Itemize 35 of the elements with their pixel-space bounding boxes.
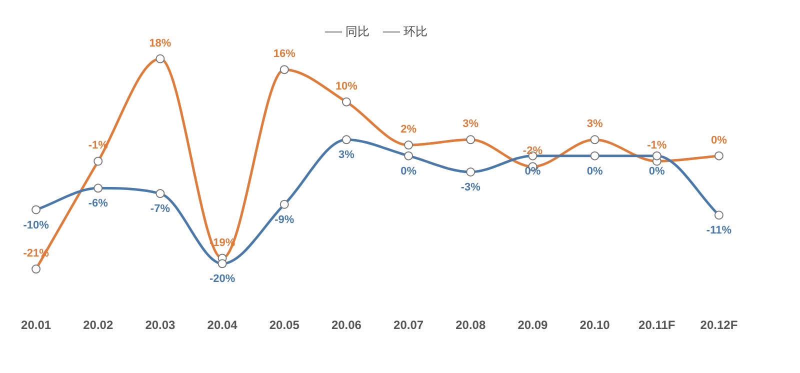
x-tick-label: 20.04: [207, 318, 238, 332]
data-label: 2%: [400, 124, 417, 136]
data-label: -10%: [23, 219, 50, 232]
data-label: 3%: [462, 118, 479, 130]
data-label: 18%: [149, 37, 172, 50]
data-label: -9%: [274, 214, 294, 226]
x-tick-label: 20.03: [145, 318, 176, 332]
data-label: 0%: [524, 165, 541, 178]
x-tick-label: 20.07: [394, 318, 424, 332]
x-tick-label: 20.11F: [638, 318, 676, 332]
x-tick-label: 20.02: [83, 318, 114, 332]
data-label: -3%: [460, 182, 481, 194]
data-label: 0%: [648, 165, 666, 178]
legend-label: 环比: [404, 24, 428, 38]
x-tick-label: 20.12F: [700, 318, 738, 332]
x-tick-label: 20.08: [456, 318, 486, 332]
legend-label: 同比: [346, 24, 370, 38]
x-tick-label: 20.10: [580, 318, 610, 332]
data-label: -2%: [522, 145, 543, 158]
data-label: -6%: [88, 198, 108, 210]
data-label: -11%: [706, 224, 732, 237]
data-label: 3%: [338, 149, 355, 162]
data-label: 3%: [586, 118, 603, 130]
data-label: 0%: [586, 165, 603, 178]
data-label: 0%: [711, 134, 728, 146]
data-label: 16%: [273, 48, 296, 60]
x-tick-label: 20.09: [518, 318, 548, 332]
x-tick-label: 20.06: [331, 318, 362, 332]
data-label: 10%: [335, 80, 358, 92]
data-label: -7%: [150, 203, 170, 216]
data-label: -1%: [647, 140, 667, 152]
x-tick-label: 20.01: [21, 318, 52, 332]
x-tick-label: 20.05: [269, 318, 300, 332]
data-label: 0%: [400, 165, 417, 178]
data-label: -20%: [209, 273, 236, 286]
